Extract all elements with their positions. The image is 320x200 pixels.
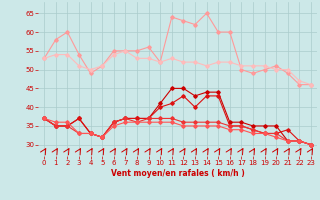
X-axis label: Vent moyen/en rafales ( km/h ): Vent moyen/en rafales ( km/h ) <box>111 169 244 178</box>
